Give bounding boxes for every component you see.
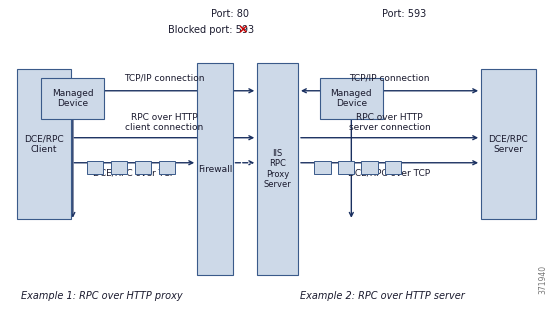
Bar: [481, 69, 535, 219]
Text: TCP/IP connection: TCP/IP connection: [349, 74, 430, 83]
Bar: [17, 69, 71, 219]
Text: Port: 80: Port: 80: [211, 9, 249, 19]
Bar: [315, 161, 331, 174]
Bar: [87, 161, 103, 174]
Bar: [41, 78, 104, 119]
Text: RPC over HTTP
client connection: RPC over HTTP client connection: [125, 113, 204, 132]
Text: DCE/RPC
Server: DCE/RPC Server: [489, 134, 528, 154]
Text: Port: 593: Port: 593: [383, 9, 427, 19]
Bar: [320, 78, 383, 119]
Text: Example 1: RPC over HTTP proxy: Example 1: RPC over HTTP proxy: [20, 291, 182, 301]
Text: ×: ×: [237, 23, 248, 36]
Text: 371940: 371940: [539, 265, 548, 294]
Bar: [257, 63, 298, 275]
Text: Managed
Device: Managed Device: [331, 89, 372, 108]
Bar: [362, 161, 378, 174]
Bar: [135, 161, 151, 174]
Text: Managed
Device: Managed Device: [52, 89, 94, 108]
Text: DCE/RPC
Client: DCE/RPC Client: [24, 134, 64, 154]
Bar: [197, 63, 232, 275]
Text: DCE/RPC over TCP: DCE/RPC over TCP: [348, 168, 431, 177]
Text: DCE/RPC over TCP: DCE/RPC over TCP: [93, 168, 176, 177]
Text: IIS
RPC
Proxy
Server: IIS RPC Proxy Server: [264, 149, 291, 189]
Text: Blocked port: 593: Blocked port: 593: [168, 25, 254, 35]
Text: RPC over HTTP
server connection: RPC over HTTP server connection: [349, 113, 431, 132]
Text: TCP/IP connection: TCP/IP connection: [124, 74, 205, 83]
Bar: [111, 161, 127, 174]
Bar: [159, 161, 175, 174]
Bar: [385, 161, 401, 174]
Text: Example 2: RPC over HTTP server: Example 2: RPC over HTTP server: [300, 291, 465, 301]
Text: Firewall: Firewall: [198, 165, 232, 173]
Bar: [338, 161, 354, 174]
